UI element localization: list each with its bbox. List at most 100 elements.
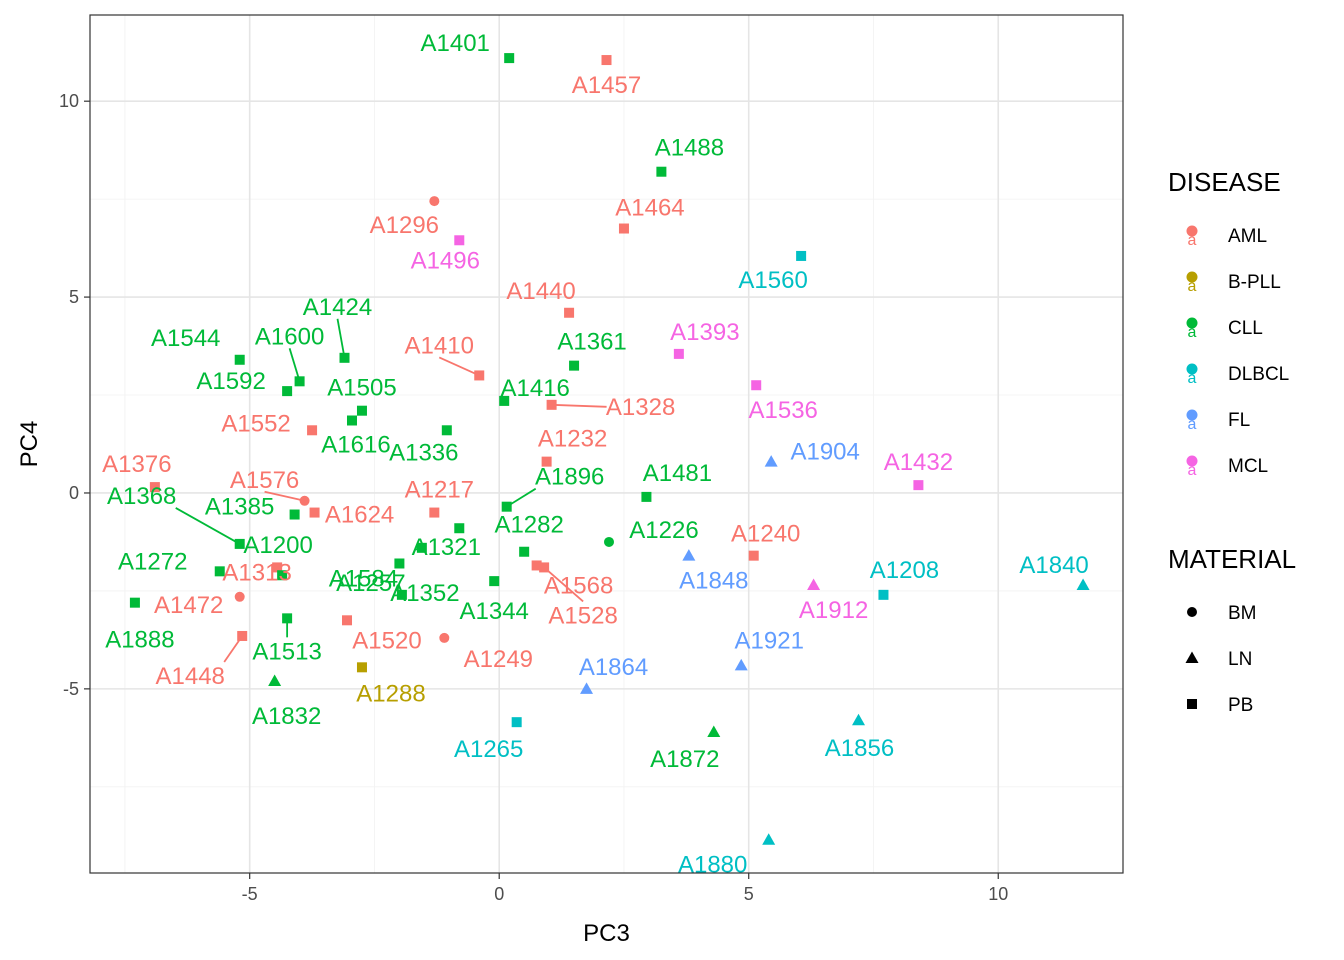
point-label: A1385 [205, 494, 274, 521]
legend-item-b-pll: B-PLL [1228, 272, 1281, 293]
legend-title-disease: DISEASE [1168, 167, 1281, 197]
grid-major [90, 15, 1123, 873]
x-axis-title: PC3 [583, 920, 630, 947]
legend-key-bm [1187, 607, 1197, 617]
panel-background [90, 15, 1123, 873]
data-point-a1249 [439, 632, 450, 643]
point-label: A1424 [303, 294, 372, 321]
data-point-a1257 [416, 542, 427, 553]
leader-line [175, 507, 241, 545]
data-point-a1576 [299, 495, 310, 506]
data-point-a1240 [748, 550, 759, 561]
point-label: A1249 [464, 646, 533, 673]
data-point-a1840 [1076, 578, 1090, 591]
point-label: A1282 [494, 512, 563, 539]
point-label: A1464 [615, 195, 684, 222]
grid-minor [90, 15, 1124, 873]
point-labels: A1401 A1457 A1488 A1296 A1464 A1496 A1560 A1440… [102, 30, 1089, 879]
point-label: A1505 [327, 375, 396, 402]
data-point-a1361 [569, 360, 580, 371]
point-label: A1840 [1019, 552, 1088, 579]
leader-line [264, 490, 305, 502]
point-label: A1528 [548, 602, 617, 629]
point-label: A1880 [678, 852, 747, 879]
data-point-a1560 [796, 250, 807, 261]
data-point-a1528 [539, 562, 550, 573]
point-label: A1232 [538, 426, 607, 453]
leader-line [288, 348, 301, 382]
legend-item-ln: LN [1228, 649, 1252, 670]
point-label: A1410 [405, 332, 474, 359]
point-label: A1568 [544, 572, 613, 599]
point-label: A1296 [370, 212, 439, 239]
point-label: A1872 [650, 746, 719, 773]
point-label: A1856 [825, 735, 894, 762]
point-label: A1544 [151, 325, 220, 352]
data-point-a1217 [429, 507, 440, 518]
point-label: A1288 [356, 680, 425, 707]
point-label: A1616 [321, 431, 390, 458]
data-point-a1376 [149, 482, 160, 493]
point-label: A1536 [749, 397, 818, 424]
data-point-a1352 [396, 589, 407, 600]
legend-item-aml: AML [1228, 226, 1267, 247]
data-point-a1296 [429, 196, 440, 207]
leader-line [438, 356, 480, 377]
data-point-a1416 [499, 395, 510, 406]
legend-item-bm: BM [1228, 603, 1257, 624]
point-label: A1208 [870, 557, 939, 584]
legend-key-cll [1186, 317, 1198, 329]
data-point-a1592 [282, 386, 293, 397]
data-point-a1488 [656, 166, 667, 177]
legend-key-dlbcl [1186, 363, 1198, 375]
x-tick-label: 5 [744, 884, 754, 904]
legend-key-ln [1185, 651, 1199, 663]
data-point-a1328 [546, 399, 557, 410]
point-label: A1217 [405, 477, 474, 504]
data-point-a1513 [282, 613, 293, 624]
point-label: A1272 [118, 548, 187, 575]
legend-key-glyph: a [1188, 370, 1197, 387]
legend-item-pb: PB [1228, 695, 1253, 716]
point-label: A1336 [389, 439, 458, 466]
data-point-a1265 [511, 717, 522, 728]
data-point-a1856 [852, 713, 866, 726]
leader-line [336, 318, 346, 358]
point-label: A1257 [336, 570, 405, 597]
point-label: A1520 [352, 627, 421, 654]
point-label: A1584 [329, 565, 398, 592]
data-point-a1457 [601, 55, 612, 66]
point-label: A1401 [420, 30, 489, 57]
data-point-a1896 [501, 501, 512, 512]
data-point-a1424 [339, 352, 350, 363]
y-tick-label: -5 [63, 679, 79, 699]
data-point-a1848 [682, 549, 696, 561]
y-tick-label: 0 [69, 483, 79, 503]
data-point-a1368 [234, 538, 245, 549]
point-label: A1921 [735, 627, 804, 654]
point-label: A1432 [884, 449, 953, 476]
data-point-a1272 [214, 566, 225, 577]
point-label: A1457 [572, 72, 641, 99]
data-point-a1568 [531, 560, 542, 571]
point-label: A1592 [196, 368, 265, 395]
point-label: A1352 [390, 580, 459, 607]
legend-key-glyph: a [1188, 278, 1197, 295]
point-label: A1600 [255, 323, 324, 350]
data-point-a1584 [394, 558, 405, 569]
data-point-a1505 [356, 405, 367, 416]
point-label: A1376 [102, 451, 171, 478]
data-point-a1921 [734, 658, 748, 671]
data-point-a1481 [641, 491, 652, 502]
legend-key-glyph: a [1188, 462, 1197, 479]
data-point-a1401 [504, 53, 515, 64]
data-point-a1904 [764, 455, 778, 467]
point-label: A1904 [790, 439, 859, 466]
data-point-a1520 [342, 615, 353, 626]
data-point-a1336 [441, 425, 452, 436]
panel-border [89, 14, 1124, 874]
x-tick-label: 10 [988, 884, 1008, 904]
point-label: A1313 [222, 559, 291, 586]
data-point-a1410 [474, 370, 485, 381]
